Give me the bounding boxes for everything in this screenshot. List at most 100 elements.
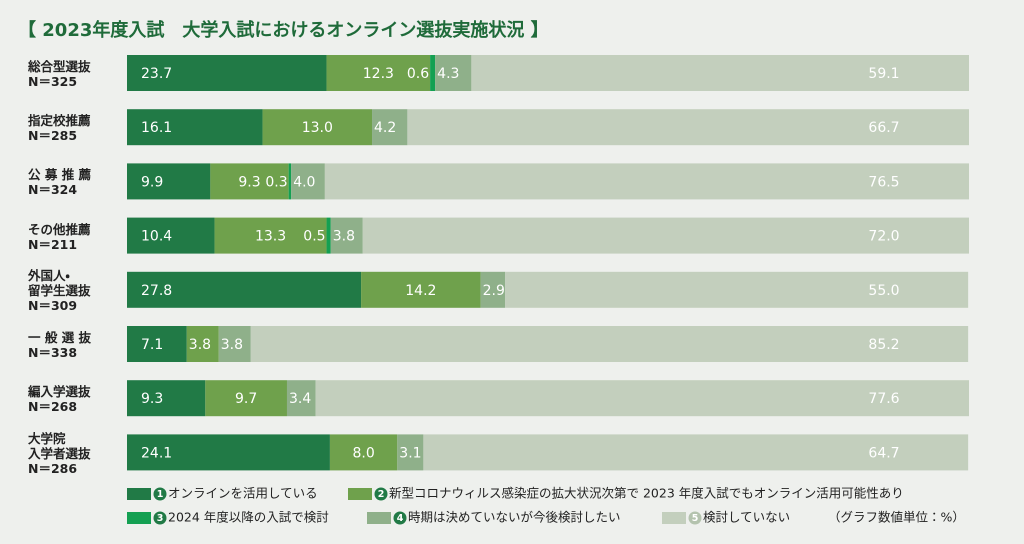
bar-segment — [326, 217, 331, 254]
value-label: 4.3 — [437, 66, 459, 82]
value-label: 3.8 — [189, 337, 211, 353]
value-label: 3.1 — [399, 445, 421, 461]
legend-swatch — [127, 512, 151, 524]
value-label: 27.8 — [141, 283, 172, 299]
bar-segment — [127, 271, 362, 308]
value-label: 24.1 — [141, 445, 172, 461]
legend-swatch — [367, 512, 391, 524]
value-label: 12.3 — [363, 66, 394, 82]
bar-segment — [423, 434, 969, 471]
bar-segment — [250, 326, 969, 362]
value-label: 0.5 — [303, 229, 325, 245]
legend-key-circle — [153, 511, 167, 525]
legend-key: 2 — [378, 489, 385, 500]
value-label: 14.2 — [405, 283, 436, 299]
bar-segment — [127, 55, 327, 91]
bar-segment — [480, 271, 506, 308]
bar-segment — [127, 163, 211, 200]
bar-segment — [324, 163, 969, 200]
category-label: 編入学選抜 N＝268 — [28, 384, 91, 415]
bar-segment — [214, 217, 327, 254]
bar-segment — [210, 163, 289, 200]
value-label: 64.7 — [868, 445, 899, 461]
legend-key-circle — [688, 511, 702, 525]
bar-segment — [291, 163, 325, 200]
value-label: 3.4 — [289, 391, 311, 407]
value-label: 10.4 — [141, 229, 172, 245]
legend-label: 2024 年度以降の入試で検討 — [168, 510, 329, 525]
bar-segment — [127, 217, 215, 254]
bar-segment — [288, 163, 292, 200]
legend-swatch — [127, 488, 151, 500]
chart-title: 【 2023年度入試 大学入試におけるオンライン選抜実施状況 】 — [18, 19, 549, 41]
value-label: 9.9 — [141, 174, 163, 190]
value-label: 7.1 — [141, 337, 163, 353]
bar-segment — [329, 434, 398, 471]
bar-segment — [361, 271, 481, 308]
value-label: 72.0 — [868, 229, 899, 245]
bar-segment — [205, 380, 287, 417]
bar-segment — [315, 380, 969, 417]
legend-label: オンラインを活用している — [168, 486, 318, 501]
value-label: 77.6 — [868, 391, 899, 407]
value-label: 66.7 — [868, 120, 899, 136]
bar-segment — [362, 217, 969, 254]
bar-segment — [262, 109, 373, 146]
legend-key: 5 — [692, 513, 699, 524]
value-label: 16.1 — [141, 120, 172, 136]
value-label: 0.6 — [407, 66, 429, 82]
bar-segment — [397, 434, 424, 471]
value-label: 76.5 — [868, 174, 899, 190]
value-label: 4.0 — [293, 174, 315, 190]
value-label: 59.1 — [868, 66, 899, 82]
bar-segment — [505, 271, 969, 308]
legend-label: 新型コロナウィルス感染症の拡大状況次第で 2023 年度入試でもオンライン活用可… — [389, 486, 904, 501]
legend-label: 検討していない — [703, 510, 790, 525]
bar-segment — [127, 434, 330, 471]
bar-segment — [218, 326, 251, 362]
category-label: 公 募 推 薦 N＝324 — [28, 167, 92, 198]
legend-key: 1 — [157, 489, 164, 500]
bar-segment — [407, 109, 969, 146]
value-label: 0.3 — [265, 174, 287, 190]
legend-key: 4 — [397, 513, 404, 524]
bar-segment — [127, 380, 206, 417]
unit-note: （グラフ数値単位：%） — [828, 510, 965, 525]
category-label: 外国人・ 留学生選抜 N＝309 — [28, 268, 91, 314]
value-label: 9.3 — [141, 391, 163, 407]
bar-segment — [326, 55, 431, 91]
value-label: 9.7 — [235, 391, 257, 407]
bar-segment — [127, 109, 263, 146]
category-label: 一 般 選 抜 N＝338 — [28, 330, 92, 360]
value-label: 13.3 — [255, 229, 286, 245]
category-label: 指定校推薦 N＝285 — [28, 113, 91, 144]
category-label: 大学院 入学者選抜 N＝286 — [28, 430, 91, 476]
legend-label: 時期は決めていないが今後検討したい — [408, 510, 621, 525]
category-label: 総合型選抜 N＝325 — [28, 59, 91, 89]
value-label: 3.8 — [221, 337, 243, 353]
value-label: 2.9 — [483, 283, 505, 299]
value-label: 3.8 — [333, 229, 355, 245]
value-label: 4.2 — [374, 120, 396, 136]
category-label: その他推薦 N＝211 — [28, 221, 91, 252]
value-label: 85.2 — [868, 337, 899, 353]
value-label: 55.0 — [868, 283, 899, 299]
legend-key-circle — [393, 511, 407, 525]
bar-segment — [127, 326, 187, 362]
value-label: 8.0 — [352, 445, 374, 461]
bar-segment — [186, 326, 219, 362]
bar-segment — [372, 109, 408, 146]
value-label: 23.7 — [141, 66, 172, 82]
value-label: 9.3 — [238, 174, 260, 190]
legend-swatch — [662, 512, 686, 524]
bar-segment — [471, 55, 969, 91]
legend-key-circle — [374, 487, 388, 501]
legend-key: 3 — [157, 513, 164, 524]
bar-segment — [435, 55, 472, 91]
legend-swatch — [348, 488, 372, 500]
legend-key-circle — [153, 487, 167, 501]
bar-segment — [430, 55, 436, 91]
value-label: 13.0 — [302, 120, 333, 136]
bar-segment — [330, 217, 363, 254]
